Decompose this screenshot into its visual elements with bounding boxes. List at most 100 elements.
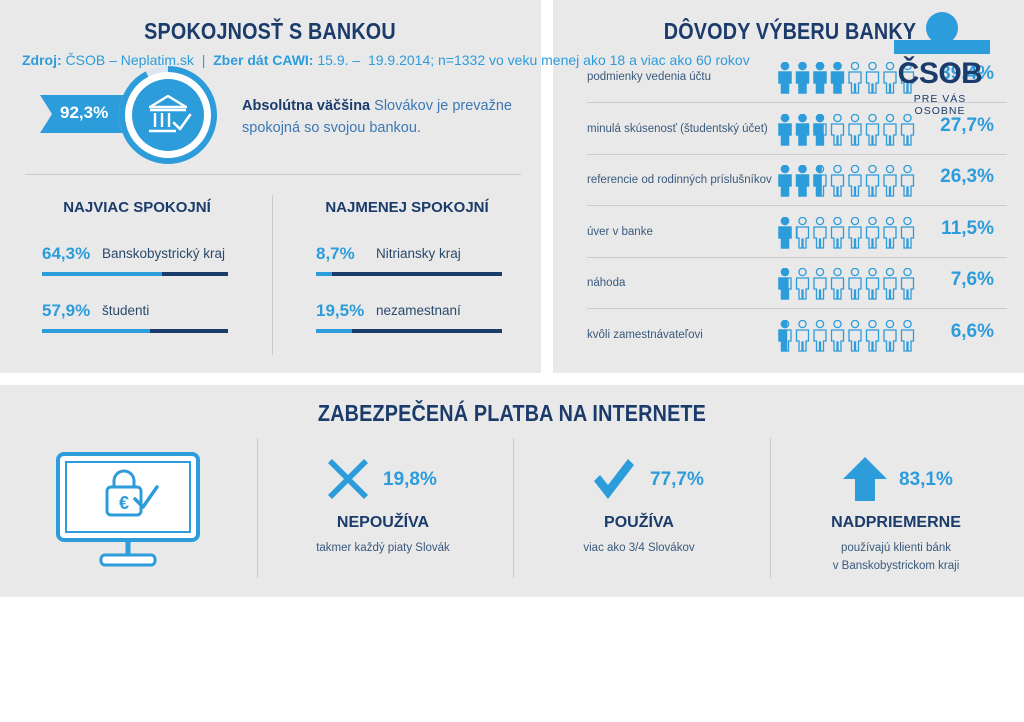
stat-label: študenti — [102, 303, 150, 318]
person-icon — [900, 319, 915, 352]
people-pictogram — [778, 319, 915, 352]
payment-stat-not-using: 19,8% NEPOUŽÍVA takmer každý piaty Slová… — [258, 455, 508, 585]
person-icon — [778, 113, 792, 146]
desc-line1: Slovákov je prevažne — [370, 98, 512, 114]
stat-bar — [42, 272, 228, 276]
stat-bar-fill — [42, 329, 150, 333]
person-icon — [848, 62, 862, 94]
person-icon — [778, 62, 792, 94]
survey-label: Zber dát CAWI: — [213, 52, 314, 68]
svg-text:€: € — [119, 493, 129, 513]
source-label: Zdroj: — [22, 52, 62, 68]
stat-percent: 64,3% — [42, 244, 91, 263]
arrow-up-icon — [843, 457, 887, 501]
person-icon — [900, 216, 915, 249]
stat-bar-fill — [316, 272, 333, 276]
person-icon — [795, 319, 810, 352]
payment-note-line: takmer každý piaty Slovák — [316, 542, 450, 554]
reasons-title: DÔVODY VÝBERU BANKY — [663, 18, 917, 44]
payment-percent: 83,1% — [899, 469, 953, 490]
satisfaction-arc — [119, 66, 217, 164]
percent-ribbon-icon — [40, 95, 130, 133]
person-icon — [865, 319, 880, 352]
person-icon — [865, 216, 880, 249]
stat-label: nezamestnaní — [376, 303, 461, 318]
person-icon — [830, 319, 845, 352]
payment-label: POUŽÍVA — [604, 514, 674, 531]
most-satisfied-title: NAJVIAC SPOKOJNÍ — [63, 199, 211, 216]
person-icon — [848, 216, 862, 249]
payment-percent: 19,8% — [383, 469, 437, 490]
person-icon — [883, 62, 897, 94]
person-icon — [848, 268, 862, 300]
person-icon — [778, 319, 792, 352]
payment-note: používajú klienti bánk v Banskobystricko… — [771, 539, 1021, 575]
divider — [25, 174, 521, 175]
reason-label: minulá skúsenosť (študentský účet) — [587, 122, 768, 135]
footer — [0, 597, 1024, 722]
divider — [257, 438, 258, 578]
desc-bold: Absolútna väčšina — [242, 98, 371, 114]
logo-wordmark: ČSOB — [897, 57, 983, 90]
person-icon — [848, 113, 862, 146]
reason-label: kvôli zamestnávateľovi — [587, 328, 703, 341]
person-icon — [795, 113, 810, 146]
reason-percent: 39,4% — [940, 63, 994, 84]
reason-row: referencie od rodinných príslušníkov 26,3… — [587, 155, 1007, 206]
person-icon — [900, 113, 915, 146]
person-icon — [795, 62, 810, 94]
reason-row: úver v banke 11,5% — [587, 207, 1007, 258]
divider — [513, 438, 514, 578]
divider — [770, 438, 771, 578]
person-icon — [865, 165, 880, 197]
reason-label: referencie od rodinných príslušníkov — [587, 174, 772, 186]
person-icon — [848, 319, 862, 352]
payment-title: ZABEZPEČENÁ PLATBA NA INTERNETE — [317, 400, 707, 426]
reason-percent: 6,6% — [950, 320, 994, 342]
divider — [587, 256, 1007, 258]
satisfaction-description: Absolútna väčšina Slovákov je prevažne s… — [242, 95, 532, 139]
cross-icon — [328, 459, 368, 499]
person-icon — [830, 62, 845, 94]
person-icon — [795, 165, 810, 197]
satisfaction-panel — [0, 0, 541, 373]
person-icon — [830, 268, 845, 300]
stat-bar — [42, 329, 228, 333]
person-icon — [865, 268, 880, 300]
divider — [587, 308, 1007, 309]
stat-percent: 57,9% — [42, 301, 91, 320]
person-icon — [795, 216, 810, 249]
stat-label: Banskobystrický kraj — [102, 246, 226, 261]
reason-percent: 7,6% — [950, 269, 994, 290]
source-text: ČSOB – Neplatim.sk | — [61, 52, 214, 68]
stat-row: 19,5% nezamestnaní — [316, 301, 506, 335]
reason-row: minulá skúsenosť (študentský účet) 27,7% — [587, 104, 1007, 155]
reason-label: podmienky vedenia účtu — [587, 71, 712, 83]
source-note: Zdroj: ČSOB – Neplatim.sk | Zber dát CAW… — [22, 52, 750, 68]
stat-percent: 19,5% — [316, 301, 365, 320]
stat-bar — [316, 329, 502, 333]
satisfaction-title: SPOKOJNOSŤ S BANKOU — [144, 18, 396, 44]
desc-line2: spokojná so svojou bankou. — [242, 120, 421, 136]
stat-row: 57,9% študenti — [42, 301, 232, 335]
stat-label: Nitriansky kraj — [376, 246, 461, 261]
reason-percent: 11,5% — [941, 217, 994, 239]
logo-tagline: PRE VÁS OSOBNE — [913, 93, 967, 117]
stat-bar-fill — [316, 329, 353, 333]
person-icon — [813, 319, 827, 352]
person-icon — [778, 216, 792, 249]
people-pictogram — [778, 62, 915, 94]
stat-row: 64,3% Banskobystrický kraj — [42, 244, 232, 278]
person-icon — [813, 62, 827, 94]
person-icon — [883, 216, 897, 249]
people-pictogram — [778, 216, 915, 249]
divider — [272, 195, 273, 355]
person-icon — [813, 165, 827, 197]
reason-percent: 27,7% — [940, 114, 994, 136]
reason-percent: 26,3% — [940, 166, 994, 187]
person-icon — [900, 268, 915, 300]
payment-label: NADPRIEMERNE — [831, 514, 961, 531]
person-icon — [795, 268, 810, 300]
divider — [587, 205, 1007, 206]
reason-label: úver v banke — [587, 225, 653, 238]
